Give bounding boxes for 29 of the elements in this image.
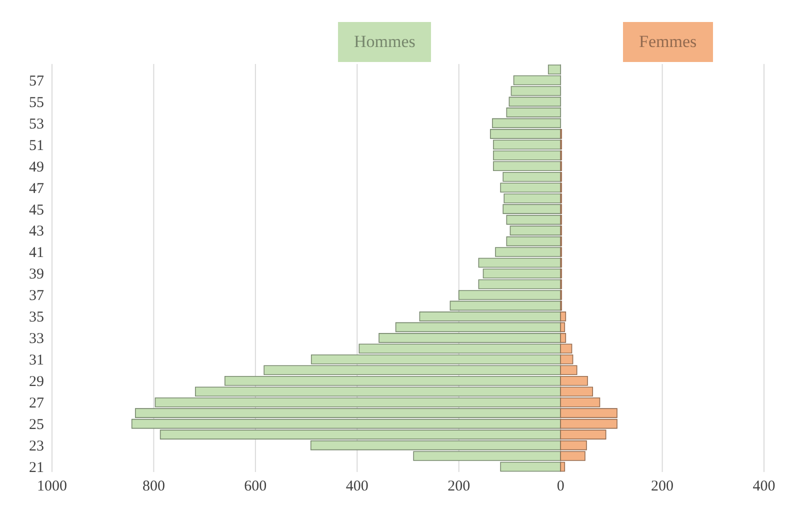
- y-tick-label: 23: [29, 438, 44, 454]
- text: Femmes: [623, 22, 713, 62]
- y-tick-label: 25: [29, 417, 44, 434]
- x-tick-label: 400: [346, 478, 368, 495]
- y-tick-label: 57: [29, 73, 44, 90]
- x-tick-label: 600: [244, 478, 267, 495]
- y-tick-label: 31: [29, 352, 44, 369]
- y-tick-label: 43: [29, 224, 44, 240]
- y-tick-label: 55: [29, 94, 44, 111]
- y-tick-label: 39: [29, 266, 44, 283]
- y-tick-label: 53: [29, 116, 44, 132]
- y-tick-label: 21: [29, 460, 44, 476]
- x-tick-label: 1000: [37, 478, 67, 495]
- x-tick-label: 0: [556, 478, 564, 495]
- y-tick-label: 45: [29, 202, 44, 218]
- y-tick-label: 51: [29, 138, 44, 154]
- y-tick-label: 29: [29, 374, 44, 390]
- x-tick-label: 200: [448, 478, 470, 495]
- text: Hommes: [338, 22, 432, 62]
- y-tick-label: 35: [29, 310, 44, 326]
- y-tick-label: 27: [29, 396, 44, 412]
- y-tick-label: 41: [29, 245, 44, 262]
- y-tick-label: 47: [29, 180, 44, 197]
- x-tick-label: 200: [651, 478, 674, 495]
- x-tick-label: 400: [752, 478, 776, 495]
- y-tick-label: 37: [29, 288, 44, 304]
- x-tick-label: 800: [142, 478, 165, 495]
- y-tick-label: 33: [29, 331, 44, 348]
- y-tick-label: 49: [29, 159, 44, 176]
